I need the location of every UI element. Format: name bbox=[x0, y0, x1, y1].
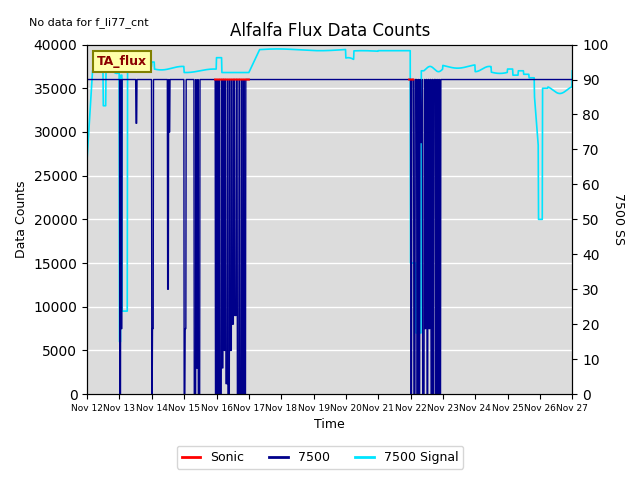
Text: No data for f_li77_cnt: No data for f_li77_cnt bbox=[29, 17, 148, 27]
Legend: Sonic, 7500, 7500 Signal: Sonic, 7500, 7500 Signal bbox=[177, 446, 463, 469]
X-axis label: Time: Time bbox=[314, 419, 345, 432]
Y-axis label: 7500 SS: 7500 SS bbox=[612, 193, 625, 245]
Text: TA_flux: TA_flux bbox=[97, 55, 147, 68]
Title: Alfalfa Flux Data Counts: Alfalfa Flux Data Counts bbox=[230, 22, 430, 40]
Y-axis label: Data Counts: Data Counts bbox=[15, 180, 28, 258]
